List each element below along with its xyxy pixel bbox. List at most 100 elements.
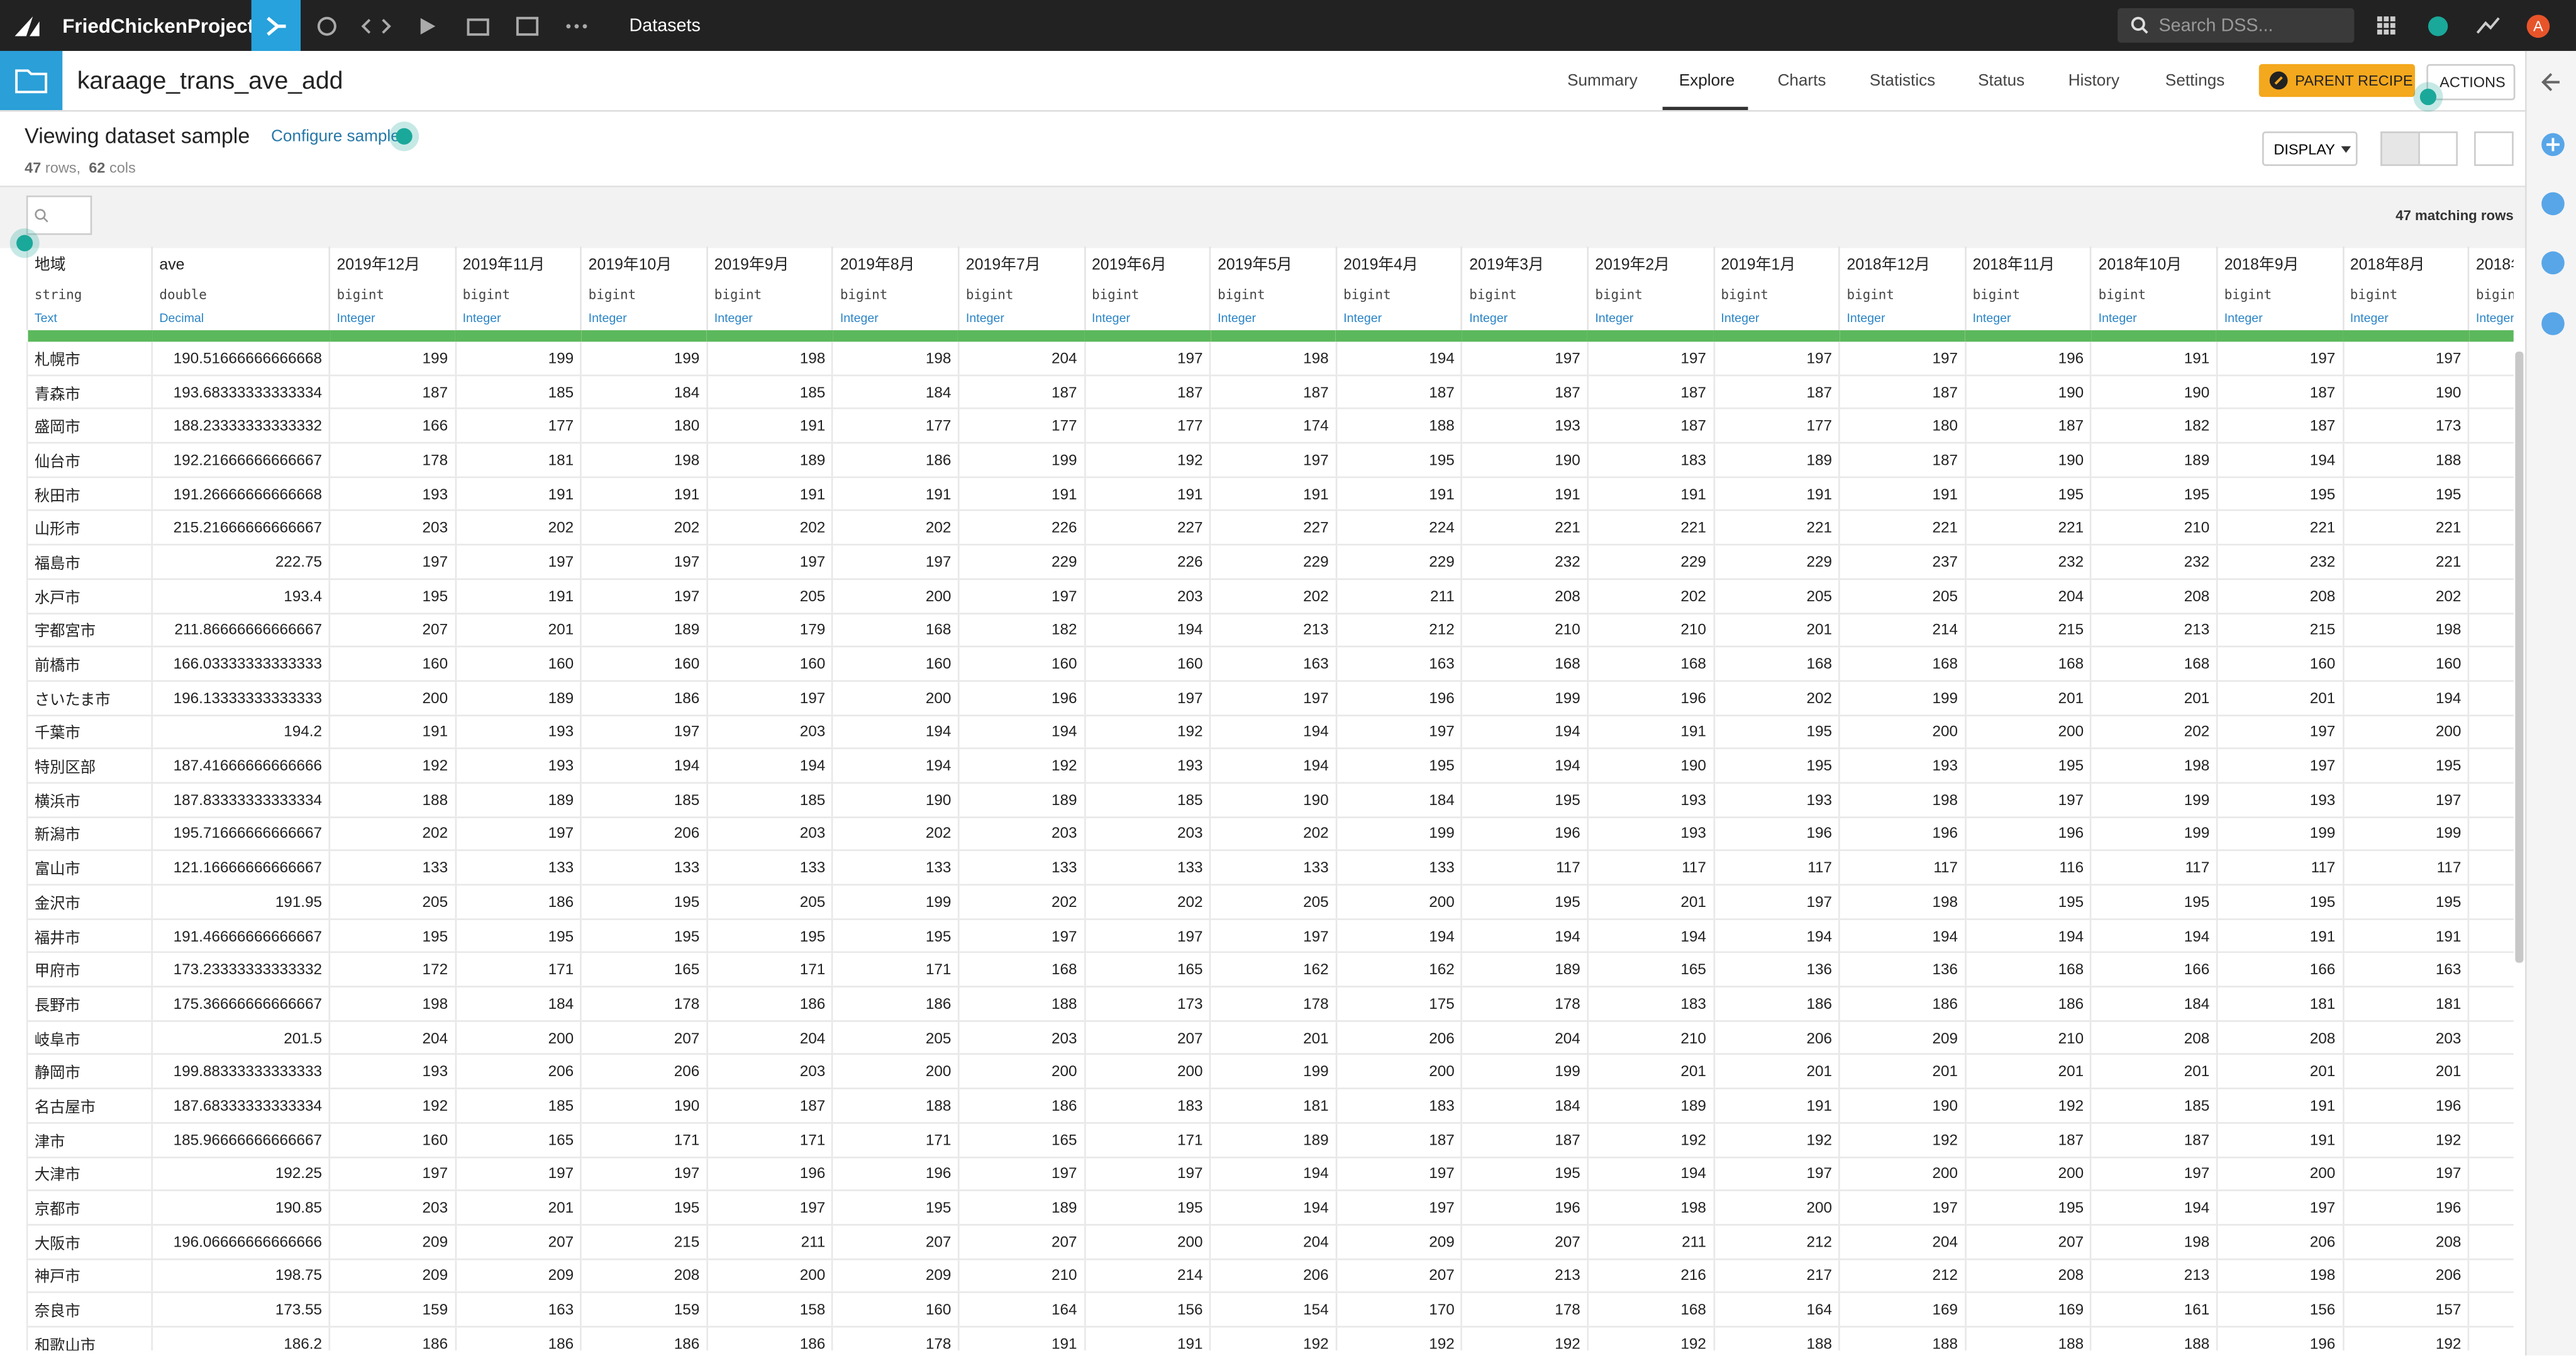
- cell[interactable]: 200: [831, 681, 959, 716]
- cell[interactable]: 222.75: [151, 545, 330, 580]
- cell[interactable]: 187: [1964, 1122, 2091, 1158]
- cell[interactable]: 195: [1335, 748, 1462, 784]
- cell[interactable]: 186: [831, 986, 959, 1022]
- cell[interactable]: 197: [580, 1157, 707, 1192]
- cell[interactable]: 186: [957, 1088, 1085, 1124]
- cell[interactable]: 197: [957, 918, 1085, 954]
- cell[interactable]: 大阪市: [26, 1225, 152, 1260]
- nav-icons[interactable]: [312, 13, 599, 40]
- cell[interactable]: 189: [2090, 443, 2217, 478]
- cell[interactable]: 157: [2341, 1292, 2469, 1328]
- user-avatar[interactable]: A: [2526, 14, 2550, 38]
- cell[interactable]: 168: [1838, 647, 1965, 682]
- cell[interactable]: 195: [1964, 477, 2091, 512]
- cell[interactable]: 201: [1713, 613, 1840, 648]
- cell[interactable]: 171: [831, 1122, 959, 1158]
- cell[interactable]: 197: [1209, 918, 1336, 954]
- cell[interactable]: 177: [454, 409, 581, 444]
- cell[interactable]: 184: [454, 986, 581, 1022]
- cell[interactable]: 209: [831, 1259, 959, 1294]
- cell[interactable]: 196: [1461, 1191, 1588, 1226]
- cell[interactable]: 170: [1335, 1292, 1462, 1328]
- cell[interactable]: 172: [328, 952, 455, 988]
- cell[interactable]: 193: [1461, 409, 1588, 444]
- parent-recipe-button[interactable]: PARENT RECIPE: [2258, 64, 2415, 97]
- cell[interactable]: 札幌市: [26, 342, 152, 376]
- cell[interactable]: 203: [706, 816, 833, 852]
- cell[interactable]: 133: [1209, 850, 1336, 886]
- cell[interactable]: 191.26666666666668: [151, 477, 330, 512]
- cell[interactable]: 163: [2341, 952, 2469, 988]
- cell[interactable]: 226: [957, 511, 1085, 546]
- tab[interactable]: History: [2068, 72, 2120, 91]
- cell[interactable]: 福井市: [26, 918, 152, 954]
- cell[interactable]: 164: [957, 1292, 1085, 1328]
- cell[interactable]: 210: [957, 1259, 1085, 1294]
- cell[interactable]: 162: [1335, 952, 1462, 988]
- cell[interactable]: 195: [2216, 477, 2343, 512]
- cell[interactable]: 208: [2216, 579, 2343, 614]
- cell[interactable]: 227: [1209, 511, 1336, 546]
- cell[interactable]: 195: [1964, 748, 2091, 784]
- cell[interactable]: 133: [580, 850, 707, 886]
- cell[interactable]: 195: [1964, 884, 2091, 920]
- tab[interactable]: Explore: [1679, 72, 1735, 91]
- cell[interactable]: 194: [2216, 443, 2343, 478]
- cell[interactable]: 194: [1713, 918, 1840, 954]
- cell[interactable]: 117: [1461, 850, 1588, 886]
- cell[interactable]: 161: [2090, 1292, 2217, 1328]
- cell[interactable]: 194: [1964, 918, 2091, 954]
- cell[interactable]: 196: [1964, 342, 2091, 376]
- cell[interactable]: 177: [1083, 409, 1211, 444]
- cell[interactable]: 189: [1713, 443, 1840, 478]
- cell[interactable]: 171: [706, 952, 833, 988]
- table-search[interactable]: [26, 195, 92, 235]
- cell[interactable]: 185: [1083, 782, 1211, 818]
- cell[interactable]: 199.88333333333333: [151, 1054, 330, 1090]
- cell[interactable]: 名古屋市: [26, 1088, 152, 1124]
- cell[interactable]: 192: [1713, 1122, 1840, 1158]
- cell[interactable]: 199: [2216, 816, 2343, 852]
- cell[interactable]: 宇都宮市: [26, 613, 152, 648]
- cell[interactable]: 171: [454, 952, 581, 988]
- cell[interactable]: 185: [580, 782, 707, 818]
- cell[interactable]: 189: [1587, 1088, 1714, 1124]
- cell[interactable]: 196: [2341, 1191, 2469, 1226]
- cell[interactable]: 208: [2090, 579, 2217, 614]
- cell[interactable]: 185: [706, 375, 833, 410]
- cell[interactable]: 117: [2341, 850, 2469, 886]
- cell[interactable]: 189: [706, 443, 833, 478]
- cell[interactable]: 200: [2216, 1157, 2343, 1192]
- cell[interactable]: 117: [2216, 850, 2343, 886]
- cell[interactable]: 204: [957, 342, 1085, 376]
- cell[interactable]: 202: [1209, 816, 1336, 852]
- cell[interactable]: 197: [454, 1157, 581, 1192]
- cell[interactable]: 197: [1461, 342, 1588, 376]
- cell[interactable]: 仙台市: [26, 443, 152, 478]
- cell[interactable]: 200: [1083, 1054, 1211, 1090]
- cell[interactable]: 191: [2341, 918, 2469, 954]
- cell[interactable]: 202: [454, 511, 581, 546]
- cell[interactable]: 203: [2341, 1020, 2469, 1056]
- cell[interactable]: 173.23333333333332: [151, 952, 330, 988]
- cell[interactable]: 189: [957, 1191, 1085, 1226]
- cell[interactable]: 154: [1209, 1292, 1336, 1328]
- cell[interactable]: 196: [1838, 816, 1965, 852]
- cell[interactable]: 194: [957, 714, 1085, 750]
- cell[interactable]: 新潟市: [26, 816, 152, 852]
- cell[interactable]: 197: [454, 545, 581, 580]
- column-header[interactable]: 2019年10月 bigint Integer: [580, 246, 707, 331]
- cell[interactable]: 202: [2341, 579, 2469, 614]
- cell[interactable]: 187: [1209, 375, 1336, 410]
- cell[interactable]: 188.23333333333332: [151, 409, 330, 444]
- cell[interactable]: 京都市: [26, 1191, 152, 1226]
- cell[interactable]: 226: [1083, 545, 1211, 580]
- cell[interactable]: 229: [1713, 545, 1840, 580]
- cell[interactable]: 197: [2216, 342, 2343, 376]
- cell[interactable]: 185: [2090, 1088, 2217, 1124]
- cell[interactable]: 194: [2341, 681, 2469, 716]
- cell[interactable]: 187: [1587, 409, 1714, 444]
- cell[interactable]: 200: [454, 1020, 581, 1056]
- column-header[interactable]: 2019年9月 bigint Integer: [706, 246, 833, 331]
- cell[interactable]: 201: [2341, 1054, 2469, 1090]
